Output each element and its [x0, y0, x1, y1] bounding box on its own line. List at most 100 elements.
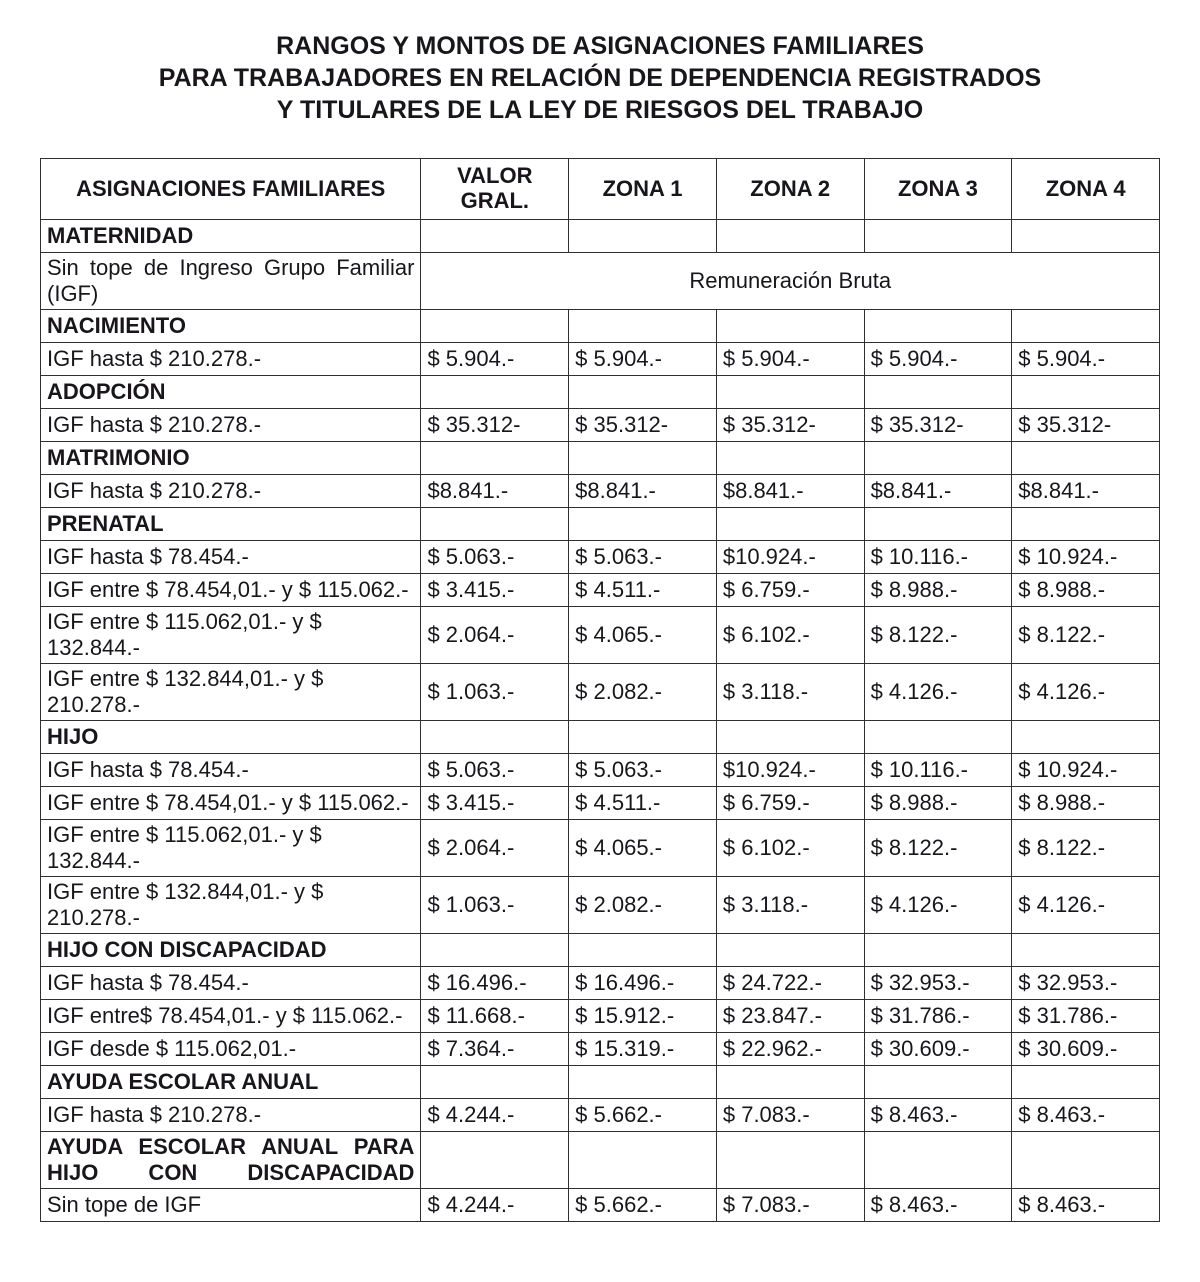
value-cell: $ 5.063.- — [421, 541, 569, 574]
value-cell: $ 31.786.- — [864, 1000, 1012, 1033]
col-header-zona3: ZONA 3 — [864, 159, 1012, 220]
table-header-row: ASIGNACIONES FAMILIARES VALOR GRAL. ZONA… — [41, 159, 1160, 220]
row-label: IGF desde $ 115.062,01.- — [41, 1033, 421, 1066]
value-cell: $ 6.759.- — [716, 787, 864, 820]
value-cell: $ 32.953.- — [864, 967, 1012, 1000]
section-header: HIJO CON DISCAPACIDAD — [41, 934, 421, 967]
empty-cell — [569, 310, 717, 343]
empty-cell — [1012, 376, 1160, 409]
table-row: IGF entre $ 115.062,01.- y $ 132.844.-$ … — [41, 607, 1160, 664]
value-cell: $ 3.415.- — [421, 787, 569, 820]
empty-cell — [1012, 508, 1160, 541]
title-line-1: RANGOS Y MONTOS DE ASIGNACIONES FAMILIAR… — [40, 30, 1160, 62]
value-cell: $8.841.- — [1012, 475, 1160, 508]
section-header: HIJO — [41, 721, 421, 754]
value-cell: $ 35.312- — [1012, 409, 1160, 442]
empty-cell — [716, 220, 864, 253]
empty-cell — [569, 1066, 717, 1099]
empty-cell — [864, 508, 1012, 541]
empty-cell — [569, 442, 717, 475]
empty-cell — [864, 310, 1012, 343]
empty-cell — [421, 220, 569, 253]
empty-cell — [569, 508, 717, 541]
value-cell: $ 4.126.- — [864, 877, 1012, 934]
row-label: IGF hasta $ 210.278.- — [41, 1099, 421, 1132]
empty-cell — [1012, 310, 1160, 343]
empty-cell — [864, 1132, 1012, 1189]
row-label: IGF entre $ 115.062,01.- y $ 132.844.- — [41, 820, 421, 877]
merged-note: Remuneración Bruta — [421, 253, 1160, 310]
value-cell: $ 6.102.- — [716, 820, 864, 877]
value-cell: $ 35.312- — [569, 409, 717, 442]
row-label: IGF entre $ 132.844,01.- y $ 210.278.- — [41, 664, 421, 721]
empty-cell — [716, 508, 864, 541]
value-cell: $ 35.312- — [864, 409, 1012, 442]
table-row: MATRIMONIO — [41, 442, 1160, 475]
value-cell: $ 10.116.- — [864, 541, 1012, 574]
value-cell: $ 11.668.- — [421, 1000, 569, 1033]
value-cell: $ 15.319.- — [569, 1033, 717, 1066]
section-header: ADOPCIÓN — [41, 376, 421, 409]
section-header: MATERNIDAD — [41, 220, 421, 253]
allowances-table: ASIGNACIONES FAMILIARES VALOR GRAL. ZONA… — [40, 158, 1160, 1222]
value-cell: $ 5.662.- — [569, 1099, 717, 1132]
empty-cell — [569, 220, 717, 253]
table-row: PRENATAL — [41, 508, 1160, 541]
row-label: IGF entre $ 78.454,01.- y $ 115.062.- — [41, 574, 421, 607]
empty-cell — [1012, 1066, 1160, 1099]
value-cell: $ 5.662.- — [569, 1189, 717, 1222]
empty-cell — [569, 934, 717, 967]
value-cell: $ 35.312- — [421, 409, 569, 442]
empty-cell — [1012, 220, 1160, 253]
value-cell: $ 8.122.- — [1012, 607, 1160, 664]
row-label: IGF entre $ 132.844,01.- y $ 210.278.- — [41, 877, 421, 934]
empty-cell — [716, 1066, 864, 1099]
page-title: RANGOS Y MONTOS DE ASIGNACIONES FAMILIAR… — [40, 30, 1160, 126]
row-label: Sin tope de IGF — [41, 1189, 421, 1222]
value-cell: $10.924.- — [716, 754, 864, 787]
empty-cell — [1012, 442, 1160, 475]
value-cell: $ 3.415.- — [421, 574, 569, 607]
value-cell: $ 5.904.- — [864, 343, 1012, 376]
value-cell: $ 8.463.- — [864, 1189, 1012, 1222]
section-header: PRENATAL — [41, 508, 421, 541]
value-cell: $ 16.496.- — [569, 967, 717, 1000]
row-label: IGF hasta $ 210.278.- — [41, 475, 421, 508]
value-cell: $ 5.063.- — [421, 754, 569, 787]
table-row: Sin tope de Ingreso Grupo Familiar (IGF)… — [41, 253, 1160, 310]
section-header: MATRIMONIO — [41, 442, 421, 475]
value-cell: $8.841.- — [569, 475, 717, 508]
empty-cell — [421, 376, 569, 409]
row-label: IGF hasta $ 78.454.- — [41, 541, 421, 574]
value-cell: $ 6.102.- — [716, 607, 864, 664]
value-cell: $ 8.463.- — [864, 1099, 1012, 1132]
value-cell: $ 8.988.- — [864, 574, 1012, 607]
table-row: AYUDA ESCOLAR ANUAL — [41, 1066, 1160, 1099]
table-row: IGF entre$ 78.454,01.- y $ 115.062.-$ 11… — [41, 1000, 1160, 1033]
row-label: IGF hasta $ 210.278.- — [41, 409, 421, 442]
section-header: AYUDA ESCOLAR ANUAL PARA HIJO CON DISCAP… — [41, 1132, 421, 1189]
empty-cell — [716, 934, 864, 967]
value-cell: $ 10.116.- — [864, 754, 1012, 787]
table-row: IGF hasta $ 210.278.-$ 5.904.-$ 5.904.-$… — [41, 343, 1160, 376]
section-header: AYUDA ESCOLAR ANUAL — [41, 1066, 421, 1099]
col-header-zona1: ZONA 1 — [569, 159, 717, 220]
empty-cell — [864, 721, 1012, 754]
row-label: IGF entre$ 78.454,01.- y $ 115.062.- — [41, 1000, 421, 1033]
table-row: IGF hasta $ 78.454.-$ 5.063.-$ 5.063.-$1… — [41, 541, 1160, 574]
empty-cell — [421, 1066, 569, 1099]
value-cell: $ 8.463.- — [1012, 1189, 1160, 1222]
empty-cell — [716, 376, 864, 409]
value-cell: $ 8.988.- — [864, 787, 1012, 820]
col-header-label: ASIGNACIONES FAMILIARES — [41, 159, 421, 220]
value-cell: $ 4.244.- — [421, 1099, 569, 1132]
value-cell: $ 35.312- — [716, 409, 864, 442]
table-row: IGF hasta $ 210.278.-$ 35.312-$ 35.312-$… — [41, 409, 1160, 442]
value-cell: $ 6.759.- — [716, 574, 864, 607]
value-cell: $ 32.953.- — [1012, 967, 1160, 1000]
empty-cell — [716, 442, 864, 475]
empty-cell — [569, 376, 717, 409]
empty-cell — [421, 310, 569, 343]
value-cell: $ 5.904.- — [1012, 343, 1160, 376]
value-cell: $ 10.924.- — [1012, 754, 1160, 787]
